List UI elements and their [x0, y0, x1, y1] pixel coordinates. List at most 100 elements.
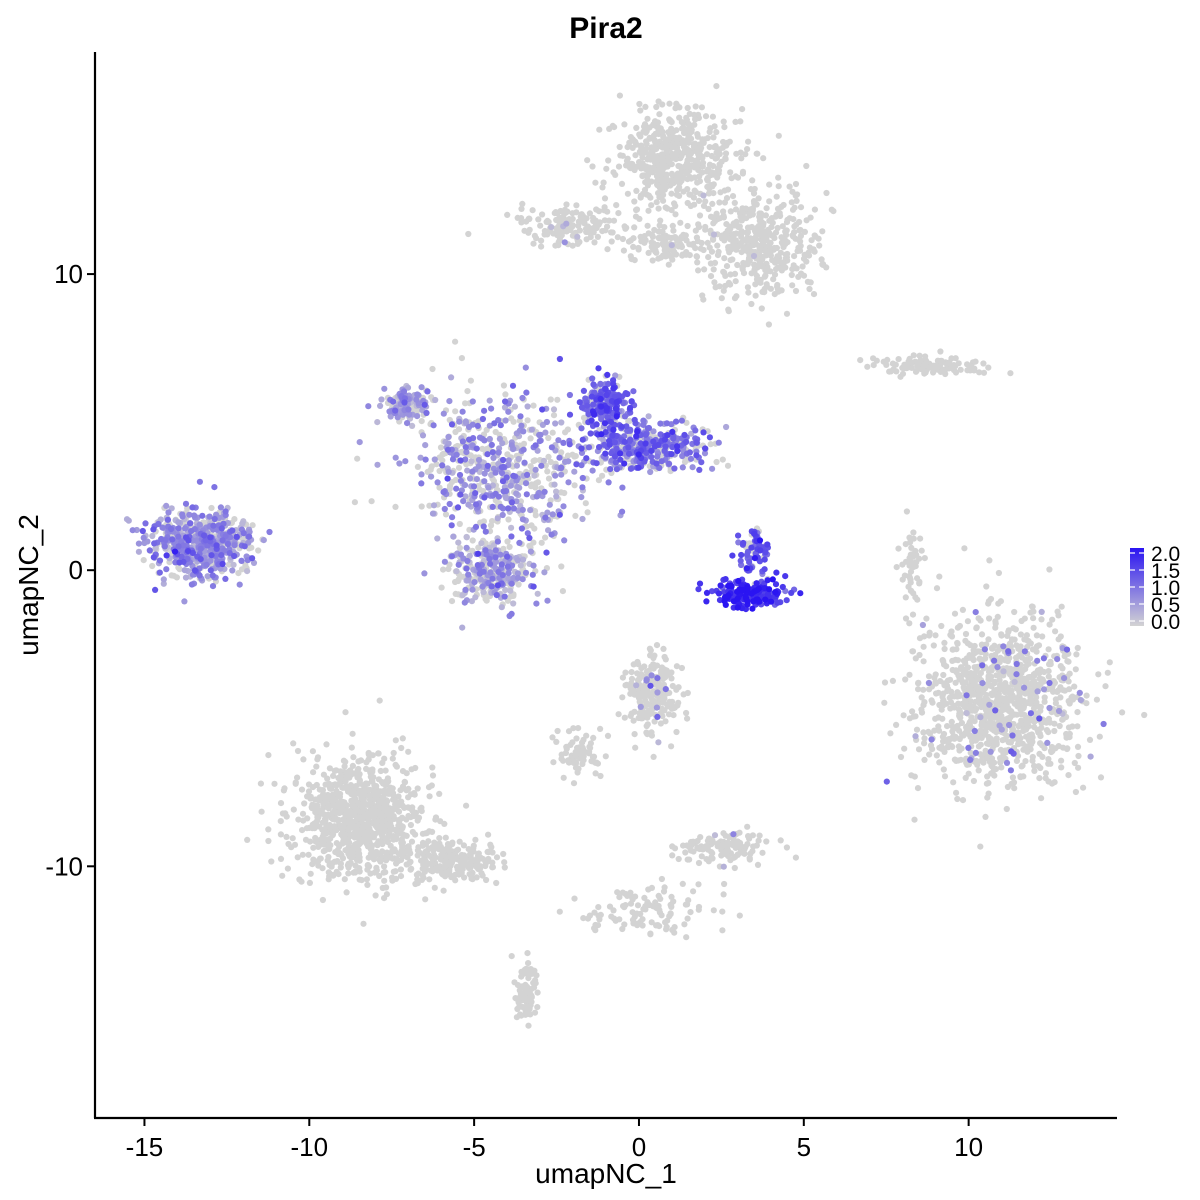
data-point	[941, 645, 948, 653]
data-point	[619, 889, 626, 896]
data-point	[140, 557, 147, 564]
data-point	[797, 204, 805, 211]
data-point	[335, 774, 342, 782]
data-point	[940, 766, 947, 773]
data-point	[631, 198, 638, 205]
data-point	[1106, 659, 1113, 666]
data-point	[669, 852, 676, 859]
data-point	[980, 360, 987, 367]
data-point	[571, 895, 578, 902]
data-point	[784, 216, 791, 223]
data-point	[680, 143, 688, 151]
data-point	[208, 504, 215, 512]
data-point	[556, 908, 563, 915]
data-point	[724, 462, 732, 469]
data-point	[1073, 651, 1080, 658]
data-point	[632, 744, 639, 751]
data-point	[768, 215, 776, 222]
data-point	[914, 785, 922, 792]
data-point	[442, 511, 450, 518]
data-point	[657, 234, 665, 241]
data-point	[646, 645, 654, 652]
data-point	[742, 247, 749, 254]
data-point	[916, 352, 923, 359]
data-point	[479, 855, 486, 862]
data-point	[604, 732, 612, 740]
data-point	[1058, 757, 1065, 764]
data-point	[611, 124, 618, 131]
data-point	[574, 240, 581, 247]
data-point	[619, 694, 626, 701]
data-point	[348, 744, 355, 751]
data-point	[951, 693, 958, 700]
data-point	[756, 832, 763, 839]
data-point	[406, 859, 413, 867]
data-point	[967, 698, 974, 705]
data-point	[738, 228, 745, 235]
data-point	[1056, 722, 1063, 730]
data-point	[695, 859, 703, 867]
data-point	[962, 774, 969, 782]
data-point	[916, 555, 923, 562]
data-point	[614, 234, 621, 241]
data-point	[657, 217, 664, 224]
data-point	[900, 712, 907, 719]
data-point	[635, 246, 642, 253]
data-point	[319, 819, 326, 826]
data-point	[914, 361, 921, 368]
data-point	[360, 782, 367, 789]
data-point	[1037, 681, 1044, 688]
data-point	[759, 263, 766, 270]
data-point	[762, 212, 770, 219]
data-point	[527, 990, 534, 998]
data-point	[594, 233, 602, 240]
data-point	[646, 124, 653, 131]
data-point	[534, 1004, 541, 1011]
data-point	[487, 841, 494, 848]
data-point	[550, 412, 558, 419]
data-point	[508, 953, 515, 960]
data-point	[777, 837, 784, 844]
data-point	[670, 712, 677, 719]
data-point	[347, 849, 354, 856]
data-point	[327, 785, 334, 792]
data-point	[399, 735, 406, 742]
data-point	[676, 192, 683, 199]
data-point	[560, 774, 567, 781]
data-point	[654, 119, 662, 126]
data-point	[378, 839, 385, 846]
data-point	[342, 709, 349, 716]
data-point	[799, 263, 806, 270]
data-point	[301, 800, 308, 807]
data-point	[881, 679, 889, 686]
data-point	[643, 691, 651, 698]
data-point	[573, 202, 580, 209]
data-point	[1074, 723, 1081, 730]
data-point	[336, 799, 343, 806]
data-point	[610, 169, 617, 176]
data-point	[791, 253, 798, 260]
data-point	[709, 200, 716, 207]
data-point	[538, 243, 545, 250]
data-point	[520, 440, 528, 447]
data-point	[518, 205, 525, 212]
data-point	[902, 594, 909, 601]
data-point	[748, 300, 755, 308]
data-point	[564, 426, 572, 433]
data-point	[351, 830, 358, 837]
data-point	[280, 787, 287, 794]
data-point	[531, 457, 539, 464]
data-point	[364, 881, 371, 889]
data-point	[639, 173, 646, 180]
data-point	[379, 884, 386, 892]
data-point	[391, 797, 398, 804]
data-point	[1057, 663, 1064, 670]
data-point	[727, 271, 734, 278]
data-point	[750, 236, 757, 243]
data-point	[341, 876, 348, 883]
data-point	[683, 237, 690, 244]
data-point	[721, 199, 729, 206]
data-point	[387, 786, 394, 793]
data-point	[670, 705, 678, 712]
data-point	[921, 555, 928, 562]
